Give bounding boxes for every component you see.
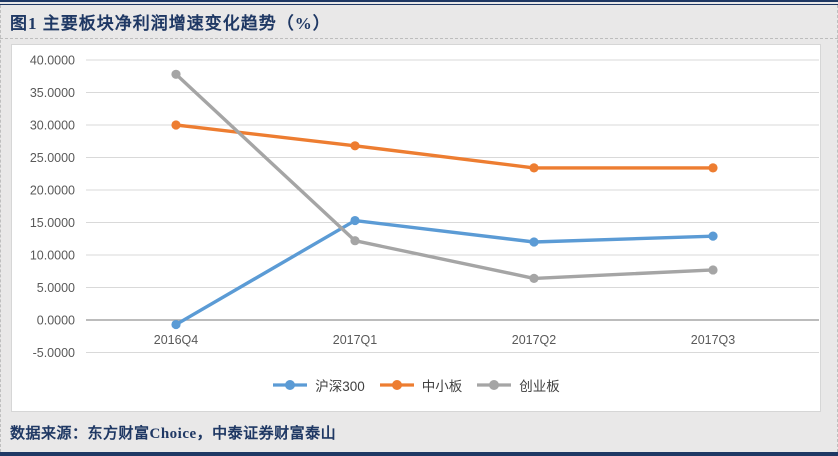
source-text: 数据来源：东方财富Choice，中泰证券财富泰山	[10, 425, 337, 442]
legend-label-zhongxiaoban: 中小板	[421, 379, 463, 394]
legend-marker-line-dot-gray	[477, 380, 512, 390]
source-footer: 数据来源：东方财富Choice，中泰证券财富泰山	[0, 412, 838, 452]
legend-label-hushen300: 沪深300	[315, 379, 365, 394]
chart-card: 40.0000 35.0000 30.0000 25.0000 20.0000 15.00…	[11, 44, 821, 412]
svg-text:10.0000: 10.0000	[30, 249, 75, 263]
legend-marker-line-dot-orange	[379, 380, 414, 390]
svg-text:40.0000: 40.0000	[30, 54, 75, 68]
svg-text:2016Q4: 2016Q4	[154, 333, 199, 347]
bottom-border	[0, 452, 838, 456]
legend-item-hushen300: 沪深300	[272, 375, 365, 395]
chart-canvas: 40.0000 35.0000 30.0000 25.0000 20.0000 15.00…	[30, 54, 819, 360]
figure-title: 图1 主要板块净利润增速变化趋势（%）	[10, 14, 331, 33]
top-border-thin	[0, 4, 838, 5]
svg-text:5.0000: 5.0000	[37, 281, 75, 295]
legend-item-chuangyeban: 创业板	[476, 375, 560, 395]
svg-text:25.0000: 25.0000	[30, 151, 75, 165]
legend-marker-line-dot-blue	[273, 380, 308, 390]
svg-text:30.0000: 30.0000	[30, 119, 75, 133]
top-border-thick	[0, 0, 838, 2]
svg-text:2017Q1: 2017Q1	[333, 333, 378, 347]
chart-legend: 沪深300 中小板 创业板	[12, 375, 820, 395]
svg-text:20.0000: 20.0000	[30, 184, 75, 198]
legend-item-zhongxiaoban: 中小板	[379, 375, 463, 395]
svg-text:2017Q3: 2017Q3	[691, 333, 736, 347]
svg-text:35.0000: 35.0000	[30, 86, 75, 100]
figure-header: 图1 主要板块净利润增速变化趋势（%）	[0, 5, 838, 39]
legend-label-chuangyeban: 创业板	[519, 379, 560, 394]
svg-text:-5.0000: -5.0000	[33, 346, 75, 360]
svg-text:2017Q2: 2017Q2	[512, 333, 557, 347]
svg-text:15.0000: 15.0000	[30, 216, 75, 230]
svg-text:0.0000: 0.0000	[37, 314, 75, 328]
